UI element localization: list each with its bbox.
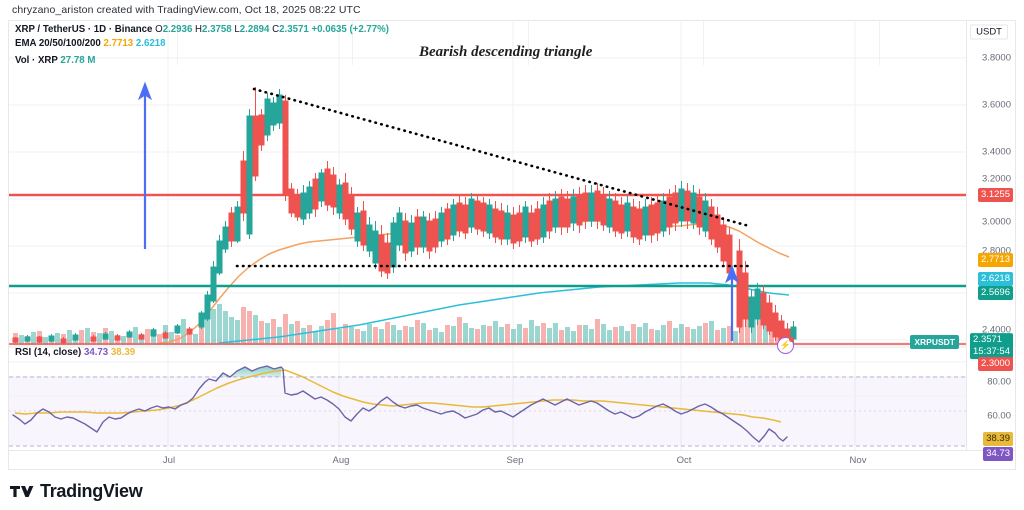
legend-divider: [528, 21, 529, 65]
arrow-up-left: [137, 81, 153, 249]
triangle-upper-trendline: [252, 87, 751, 228]
volume-label: Vol · XRP: [15, 55, 58, 67]
arrow-down-right: [724, 264, 740, 341]
vertical-gridlines: [167, 21, 856, 451]
ohlc-high-label: H: [195, 24, 203, 35]
ohlc-close-value: 2.3571: [279, 24, 309, 35]
legend-volume-row[interactable]: Vol · XRP 27.78 M: [15, 54, 389, 68]
rsi-tag-value: 34.73: [983, 447, 1013, 461]
price-tick: 2.8000: [981, 245, 1011, 257]
rsi-value: 34.73: [83, 347, 109, 358]
rsi-legend-row[interactable]: RSI (14, close) 34.73 38.39: [15, 346, 135, 360]
rsi-tag-ma: 38.39: [983, 432, 1013, 446]
time-tick: Jul: [162, 455, 176, 466]
time-tick: Aug: [332, 455, 350, 466]
lightning-bolt-icon[interactable]: ⚡: [777, 337, 794, 354]
horizontal-gridlines: [9, 57, 967, 341]
price-plot-area[interactable]: Bearish descending triangle ⚡: [9, 21, 967, 451]
tradingview-wordmark: TradingView: [40, 481, 143, 501]
time-scale[interactable]: Jul Aug Sep Oct Nov: [9, 450, 1015, 469]
legend-divider: [879, 21, 880, 65]
last-price-countdown: 15:37:54: [973, 346, 1010, 357]
price-tick: 3.8000: [981, 52, 1011, 64]
price-tag-ema-fast: 2.7713: [977, 253, 1013, 267]
price-tick: 3.0000: [981, 216, 1011, 228]
time-tick: Oct: [676, 455, 692, 466]
chart-annotation-label: Bearish descending triangle: [419, 44, 593, 60]
price-scale-unit: USDT: [970, 24, 1008, 40]
price-scale[interactable]: USDT 3.8000 3.6000 3.4000 3.2000 3.0000 …: [966, 21, 1015, 461]
tradingview-logo[interactable]: TradingView: [10, 481, 143, 502]
ema-value-slow: 2.6218: [135, 38, 166, 50]
price-tick: 3.4000: [981, 146, 1011, 158]
price-tick: 2.4000: [981, 324, 1011, 336]
tradingview-mark-icon: [10, 485, 34, 497]
rsi-pane: [9, 346, 967, 447]
legend-ema-row[interactable]: EMA 20/50/100/200 2.7713 2.6218: [15, 37, 389, 51]
symbol-chip: XRPUSDT: [910, 335, 959, 349]
legend-divider: [703, 21, 704, 65]
rsi-tick: 60.00: [987, 410, 1011, 422]
price-tag-ema-slow: 2.6218: [977, 272, 1013, 286]
rsi-label: RSI (14, close): [15, 347, 82, 358]
volume-value: 27.78 M: [60, 55, 96, 67]
chart-legend: XRP / TetherUS · 1D · Binance O2.2936 H2…: [15, 23, 389, 68]
legend-divider: [352, 21, 353, 65]
candlesticks: [12, 87, 797, 347]
ema-value-fast: 2.7713: [103, 38, 134, 50]
time-tick: Nov: [849, 455, 867, 466]
last-price-value: 2.3571: [973, 334, 1003, 346]
ohlc-open-value: 2.2936: [162, 24, 193, 35]
time-tick: Sep: [506, 455, 524, 466]
ohlc-change: +0.0635 (+2.77%): [311, 24, 390, 35]
ohlc-low-label: L: [234, 24, 240, 35]
legend-symbol: XRP / TetherUS · 1D · Binance: [15, 24, 153, 35]
ohlc-open-label: O: [155, 24, 163, 35]
rsi-ma-value: 38.39: [110, 347, 136, 358]
rsi-line: [12, 365, 788, 443]
ohlc-close-label: C: [272, 24, 280, 35]
ema-label: EMA 20/50/100/200: [15, 38, 101, 50]
rsi-tick: 80.00: [987, 376, 1011, 388]
alert-dot: [789, 337, 794, 342]
bolt-glyph: ⚡: [779, 340, 792, 350]
price-tick: 3.6000: [981, 99, 1011, 111]
legend-symbol-row[interactable]: XRP / TetherUS · 1D · Binance O2.2936 H2…: [15, 23, 389, 37]
ohlc-low-value: 2.2894: [239, 24, 270, 35]
price-tag-lower-red: 2.3000: [977, 357, 1013, 371]
price-tag-resistance: 3.1255: [977, 188, 1013, 202]
legend-divider: [177, 21, 178, 65]
price-tag-support: 2.5696: [977, 286, 1013, 300]
ohlc-high-value: 2.3758: [202, 24, 232, 35]
rsi-ma-line: [14, 369, 782, 423]
rsi-overbought-fill: [216, 366, 281, 381]
price-tag-last: 2.3571 15:37:54: [970, 333, 1013, 359]
chart-frame: Bearish descending triangle ⚡ USDT 3.800…: [8, 20, 1016, 470]
price-tick: 3.2000: [981, 173, 1011, 185]
volume-bars: [13, 303, 792, 345]
price-chart-svg: [9, 21, 967, 451]
rsi-legend: RSI (14, close) 34.73 38.39: [15, 346, 135, 360]
attribution-text: chryzano_ariston created with TradingVie…: [12, 4, 361, 16]
